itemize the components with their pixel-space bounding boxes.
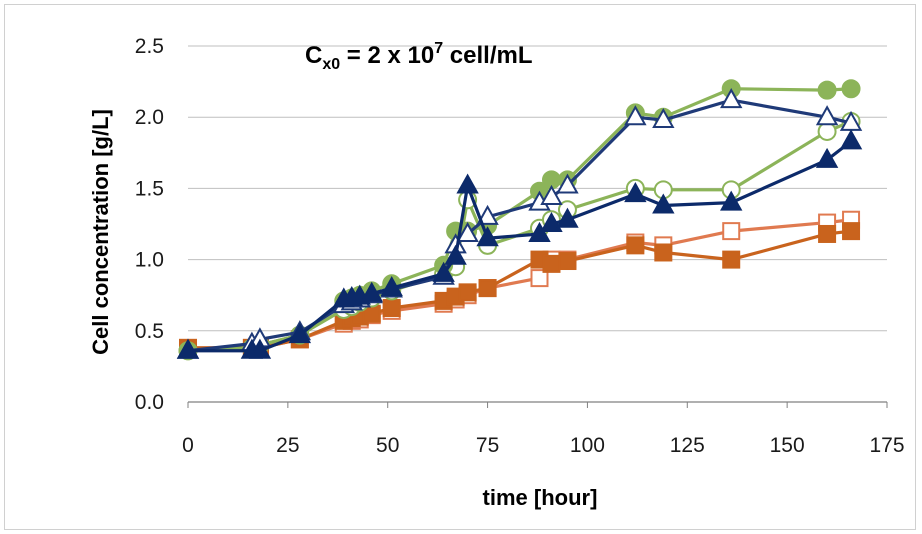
- series-circle-filled: [178, 79, 861, 361]
- data-point-triangle: [456, 221, 479, 242]
- data-point-triangle: [540, 184, 563, 205]
- series-line: [187, 98, 852, 353]
- x-tick-label: 175: [869, 434, 904, 457]
- annotation-sup: 7: [434, 40, 443, 57]
- data-point-square: [458, 283, 477, 302]
- data-point-triangle: [528, 221, 551, 242]
- x-tick-label: 125: [670, 434, 705, 457]
- data-point-triangle: [839, 129, 863, 150]
- data-point-triangle: [556, 173, 579, 194]
- data-point-triangle: [556, 207, 579, 228]
- annotation-sub: x0: [322, 56, 340, 73]
- data-point-triangle: [652, 107, 675, 129]
- chart-frame: 0.0 0.5 1.0 1.5 2.0 2.5 0 25 50 75 100 125 150 175 ti…: [4, 4, 916, 530]
- series-line: [188, 218, 852, 350]
- data-point-square: [382, 299, 401, 318]
- data-point-triangle: [444, 244, 467, 265]
- annotation-mid: = 2 x 10: [340, 42, 434, 69]
- data-point-square: [654, 243, 673, 262]
- x-tick-label: 150: [770, 434, 805, 457]
- data-point-triangle: [288, 323, 312, 344]
- y-tick-label: 1.5: [135, 177, 164, 200]
- x-axis-label: time [hour]: [483, 485, 598, 510]
- series-triangle-open: [176, 88, 863, 359]
- y-axis-label: Cell concentration [g/L]: [88, 109, 113, 355]
- axes: [187, 401, 888, 408]
- concentration-annotation: Cx0 = 2 x 107 cell/mL: [305, 40, 533, 73]
- data-point-triangle: [456, 173, 479, 194]
- data-point-triangle: [624, 182, 647, 203]
- data-point-triangle: [248, 338, 272, 359]
- data-point-square: [722, 250, 741, 269]
- data-point-triangle: [476, 226, 499, 247]
- data-point-triangle: [720, 88, 743, 109]
- y-tick-label: 0.5: [135, 320, 164, 343]
- x-tick-label: 50: [376, 434, 399, 457]
- tick-labels: 0.0 0.5 1.0 1.5 2.0 2.5 0 25 50 75 100 125 150 175: [135, 35, 905, 457]
- y-tick-label: 2.5: [135, 35, 164, 58]
- data-point-square: [722, 222, 741, 241]
- data-point-square: [818, 224, 837, 243]
- data-point-triangle: [360, 281, 383, 302]
- data-point-circle: [817, 121, 837, 141]
- x-tick-label: 0: [182, 434, 194, 457]
- data-point-square: [842, 222, 861, 241]
- annotation-tail: cell/mL: [443, 42, 532, 69]
- data-point-triangle: [624, 105, 647, 126]
- series-line: [188, 140, 853, 353]
- x-tick-label: 100: [570, 434, 605, 457]
- data-point-triangle: [476, 204, 499, 225]
- series-layer: [176, 79, 863, 361]
- data-point-circle: [817, 80, 837, 100]
- series-line: [187, 87, 852, 353]
- data-point-circle: [841, 79, 861, 99]
- data-point-square: [530, 269, 549, 288]
- series-triangle-filled: [176, 129, 863, 359]
- chart-area: 0.0 0.5 1.0 1.5 2.0 2.5 0 25 50 75 100 125 150 175 ti…: [88, 35, 905, 510]
- data-point-triangle: [176, 338, 200, 359]
- y-tick-label: 1.0: [135, 249, 164, 272]
- data-point-triangle: [815, 105, 839, 126]
- x-tick-label: 25: [276, 434, 299, 457]
- y-tick-label: 0.0: [135, 391, 164, 414]
- x-tick-label: 75: [476, 434, 499, 457]
- data-point-triangle: [815, 147, 839, 168]
- annotation-base: C: [305, 42, 322, 69]
- data-point-square: [626, 236, 645, 255]
- data-point-triangle: [720, 190, 743, 211]
- data-point-square: [542, 254, 561, 273]
- data-point-triangle: [432, 261, 455, 282]
- data-point-triangle: [652, 193, 675, 214]
- data-point-triangle: [380, 276, 403, 297]
- data-point-square: [558, 252, 577, 271]
- data-point-square: [478, 279, 497, 298]
- data-point-triangle: [540, 211, 563, 232]
- y-tick-label: 2.0: [135, 106, 164, 129]
